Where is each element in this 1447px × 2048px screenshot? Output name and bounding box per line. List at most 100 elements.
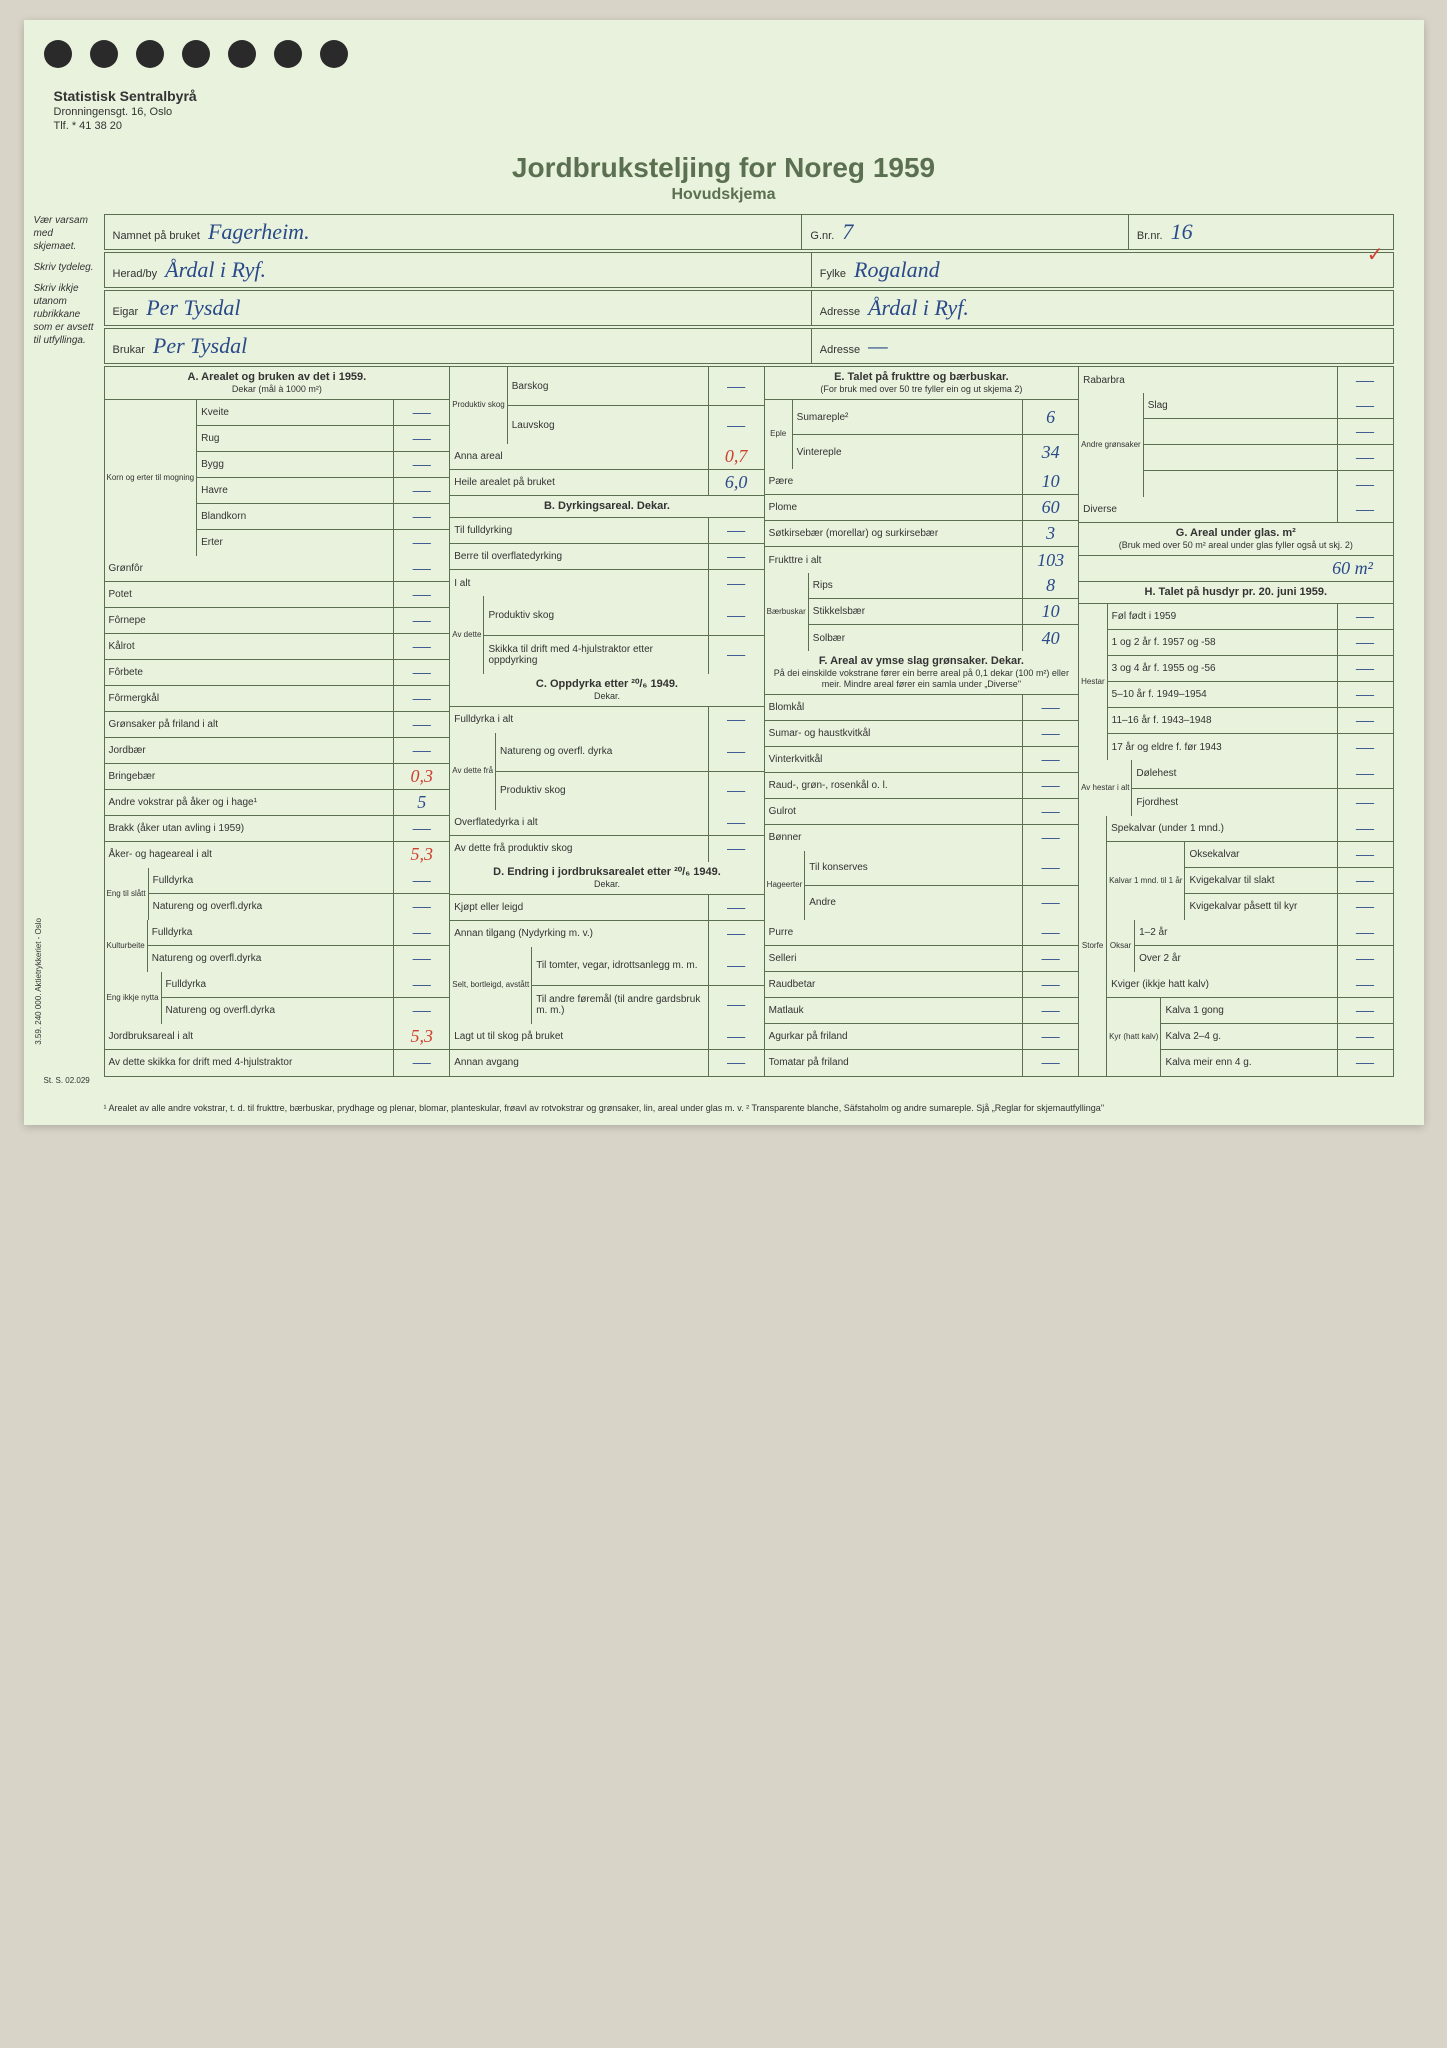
form-row: Agurkar på friland xyxy=(765,1024,1078,1050)
row-value xyxy=(394,504,449,529)
label: Fylke xyxy=(820,268,846,280)
row-label: Andre vokstrar på åker og i hage¹ xyxy=(105,790,395,815)
title: E. Talet på frukttre og bærbuskar. xyxy=(834,371,1009,383)
form-row: Fôrnepe xyxy=(105,608,450,634)
row-label: Bygg xyxy=(197,452,394,477)
oksar-block: Oksar 1–2 årOver 2 år xyxy=(1107,920,1392,972)
value xyxy=(1338,972,1393,997)
form-row: Vinterkvitkål xyxy=(765,747,1078,773)
row-value xyxy=(394,452,449,477)
row-value: 60 xyxy=(1023,495,1078,520)
row-value xyxy=(1023,946,1078,971)
form-row: Erter xyxy=(197,530,449,556)
row-label: 11–16 år f. 1943–1948 xyxy=(1108,708,1338,733)
field-adresse2: Adresse — xyxy=(812,329,1393,363)
row-label: Kveite xyxy=(197,400,394,425)
row-value xyxy=(1023,920,1078,945)
label: Eigar xyxy=(113,306,139,318)
row-value xyxy=(394,582,449,607)
row-value xyxy=(1338,367,1393,393)
row-label: Kjøpt eller leigd xyxy=(450,895,708,920)
row-label: Raudbetar xyxy=(765,972,1023,997)
row-label: Natureng og overfl.dyrka xyxy=(148,946,395,972)
kyr-vlabel: Kyr (hatt kalv) xyxy=(1107,998,1161,1076)
print-ref: 3.59. 240 000. Aktietrykkeriet - Oslo xyxy=(34,918,43,1045)
title: D. Endring i jordbruksarealet etter ²⁰/₆… xyxy=(493,866,721,878)
heile-row: Heile arealet på bruket 6,0 xyxy=(450,470,763,496)
value: — xyxy=(868,333,1384,359)
storfe-vlabel: Storfe xyxy=(1079,816,1107,1076)
row-value xyxy=(394,946,449,972)
form-row: Av dette frå produktiv skog xyxy=(450,836,763,862)
form-row xyxy=(1144,471,1393,497)
row-value xyxy=(394,712,449,737)
row-label: Kvigekalvar til slakt xyxy=(1185,868,1337,893)
row-value xyxy=(1338,1024,1393,1049)
label: Kviger (ikkje hatt kalv) xyxy=(1107,972,1337,997)
row-label: 3 og 4 år f. 1955 og -56 xyxy=(1108,656,1338,681)
row-value xyxy=(394,608,449,633)
title: G. Areal under glas. m² xyxy=(1176,527,1296,539)
section-g-head: G. Areal under glas. m² (Bruk med over 5… xyxy=(1079,523,1392,556)
row-value xyxy=(1338,760,1393,787)
form-row xyxy=(1144,419,1393,445)
kultur-vlabel: Kulturbeite xyxy=(105,920,148,972)
row-label: Blomkål xyxy=(765,695,1023,720)
form-row: Annan avgang xyxy=(450,1050,763,1076)
form-row: Plome60 xyxy=(765,495,1078,521)
form-row: Produktiv skog xyxy=(496,772,764,810)
content-area: Vær varsam med skjemaet. Skriv tydeleg. … xyxy=(24,204,1424,1097)
value: Per Tysdal xyxy=(146,295,803,321)
skog-vlabel: Produktiv skog xyxy=(450,367,507,444)
form-row xyxy=(1144,445,1393,471)
row-label: Fulldyrka xyxy=(148,920,395,945)
row-label: Erter xyxy=(197,530,394,556)
label: Adresse xyxy=(820,306,860,318)
baer-block: Bærbuskar Rips8Stikkelsbær10Solbær40 xyxy=(765,573,1078,651)
form-row: Fôrmergkål xyxy=(105,686,450,712)
row-value: 6 xyxy=(1023,400,1078,434)
label: Av dette skikka for drift med 4-hjulstra… xyxy=(105,1050,395,1076)
c-rows: Fulldyrka i alt xyxy=(450,707,763,733)
row-value xyxy=(1023,1050,1078,1076)
row-value xyxy=(709,544,764,569)
field-herad: Herad/by Årdal i Ryf. xyxy=(105,253,812,287)
row-label: Over 2 år xyxy=(1135,946,1337,972)
baer-rows: Rips8Stikkelsbær10Solbær40 xyxy=(809,573,1078,651)
row-label: Rug xyxy=(197,426,394,451)
form-row: Berre til overflatedyrking xyxy=(450,544,763,570)
row-value xyxy=(1338,734,1393,760)
row-label: Vintereple xyxy=(793,435,1023,469)
form-row: Kalva 1 gong xyxy=(1161,998,1392,1024)
row-label: Annan tilgang (Nydyrking m. v.) xyxy=(450,921,708,947)
eple-rows: Sumareple²6Vintereple34 xyxy=(793,400,1078,469)
kultur-rows: FulldyrkaNatureng og overfl.dyrka xyxy=(148,920,450,972)
row-value xyxy=(1338,445,1393,470)
kyr-block: Kyr (hatt kalv) Kalva 1 gongKalva 2–4 g.… xyxy=(1107,998,1392,1076)
row-value xyxy=(1338,894,1393,920)
storfe-inner: Spekalvar (under 1 mnd.) Kalvar 1 mnd. t… xyxy=(1107,816,1392,1076)
row-label: Grønsaker på friland i alt xyxy=(105,712,395,737)
note: På dei einskilde vokstrane fører ein ber… xyxy=(767,668,1076,690)
engikkje-rows: FulldyrkaNatureng og overfl.dyrka xyxy=(162,972,450,1024)
korn-block: Korn og erter til mogning KveiteRugByggH… xyxy=(105,400,450,556)
value xyxy=(1338,497,1393,522)
anna-row: Anna areal 0,7 xyxy=(450,444,763,470)
form-row: Rabarbra xyxy=(1079,367,1392,393)
row-label: Bringebær xyxy=(105,764,395,789)
form-row: Til tomter, vegar, idrottsanlegg m. m. xyxy=(532,947,763,986)
row-value xyxy=(709,406,764,444)
header-row-4: Brukar Per Tysdal Adresse — xyxy=(104,328,1394,364)
hole xyxy=(44,40,72,68)
label: Herad/by xyxy=(113,268,158,280)
form-row: Over 2 år xyxy=(1135,946,1392,972)
form-row: Kvigekalvar til slakt xyxy=(1185,868,1392,894)
kyr-rows: Kalva 1 gongKalva 2–4 g.Kalva meir enn 4… xyxy=(1161,998,1392,1076)
value: Fagerheim. xyxy=(208,219,793,245)
gron-rows: Slag xyxy=(1144,393,1393,497)
header-row-1: Namnet på bruket Fagerheim. G.nr. 7 Br.n… xyxy=(104,214,1394,250)
b-av-vlabel: Av dette xyxy=(450,596,484,673)
row-value xyxy=(709,947,764,985)
row-value xyxy=(1023,695,1078,720)
row-label: Fôrnepe xyxy=(105,608,395,633)
